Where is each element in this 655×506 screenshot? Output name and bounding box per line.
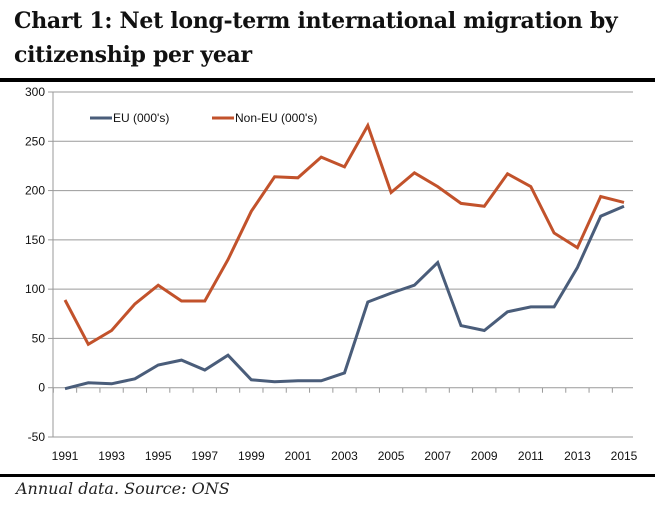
x-tick-label: 1997 (191, 449, 218, 463)
y-tick-label: 100 (25, 282, 45, 296)
series-lines (63, 121, 625, 391)
legend-label: Non-EU (000's) (235, 111, 317, 125)
x-tick-label: 1995 (145, 449, 172, 463)
chart-title: Chart 1: Net long-term international mig… (14, 8, 618, 68)
legend: EU (000's) Non-EU (000's) (90, 111, 317, 125)
x-tick-label: 2009 (471, 449, 498, 463)
bottom-divider (0, 474, 655, 477)
y-tick-label: 250 (25, 134, 45, 148)
series-line-eu (64, 204, 625, 391)
x-tick-label: 2011 (518, 449, 544, 463)
x-tick-label: 1999 (238, 449, 265, 463)
y-tick-label: -50 (28, 430, 46, 444)
series-line-non-eu (63, 121, 625, 347)
legend-label: EU (000's) (113, 111, 169, 125)
x-tick-label: 1991 (52, 449, 79, 463)
x-tick-label: 2013 (564, 449, 591, 463)
x-tick-label: 2015 (611, 449, 638, 463)
x-tick-label: 1993 (98, 449, 125, 463)
x-tick-label: 2005 (378, 449, 405, 463)
y-tick-label: 0 (38, 381, 45, 395)
y-tick-label: 200 (25, 184, 45, 198)
top-divider (0, 78, 655, 82)
x-tick-label: 2007 (424, 449, 451, 463)
x-axis-ticks: 1991 1993 1995 1997 1999 2001 2003 2005 2007 2009… (52, 387, 638, 463)
y-tick-label: 50 (32, 331, 46, 345)
x-tick-label: 2003 (331, 449, 358, 463)
y-tick-label: 300 (25, 85, 45, 99)
source-caption: Annual data. Source: ONS (16, 479, 230, 498)
y-tick-label: 150 (25, 233, 45, 247)
gridlines (53, 91, 633, 438)
y-axis-ticks: -50 0 50 100 150 200 250 300 (25, 85, 53, 444)
x-tick-label: 2001 (285, 449, 312, 463)
